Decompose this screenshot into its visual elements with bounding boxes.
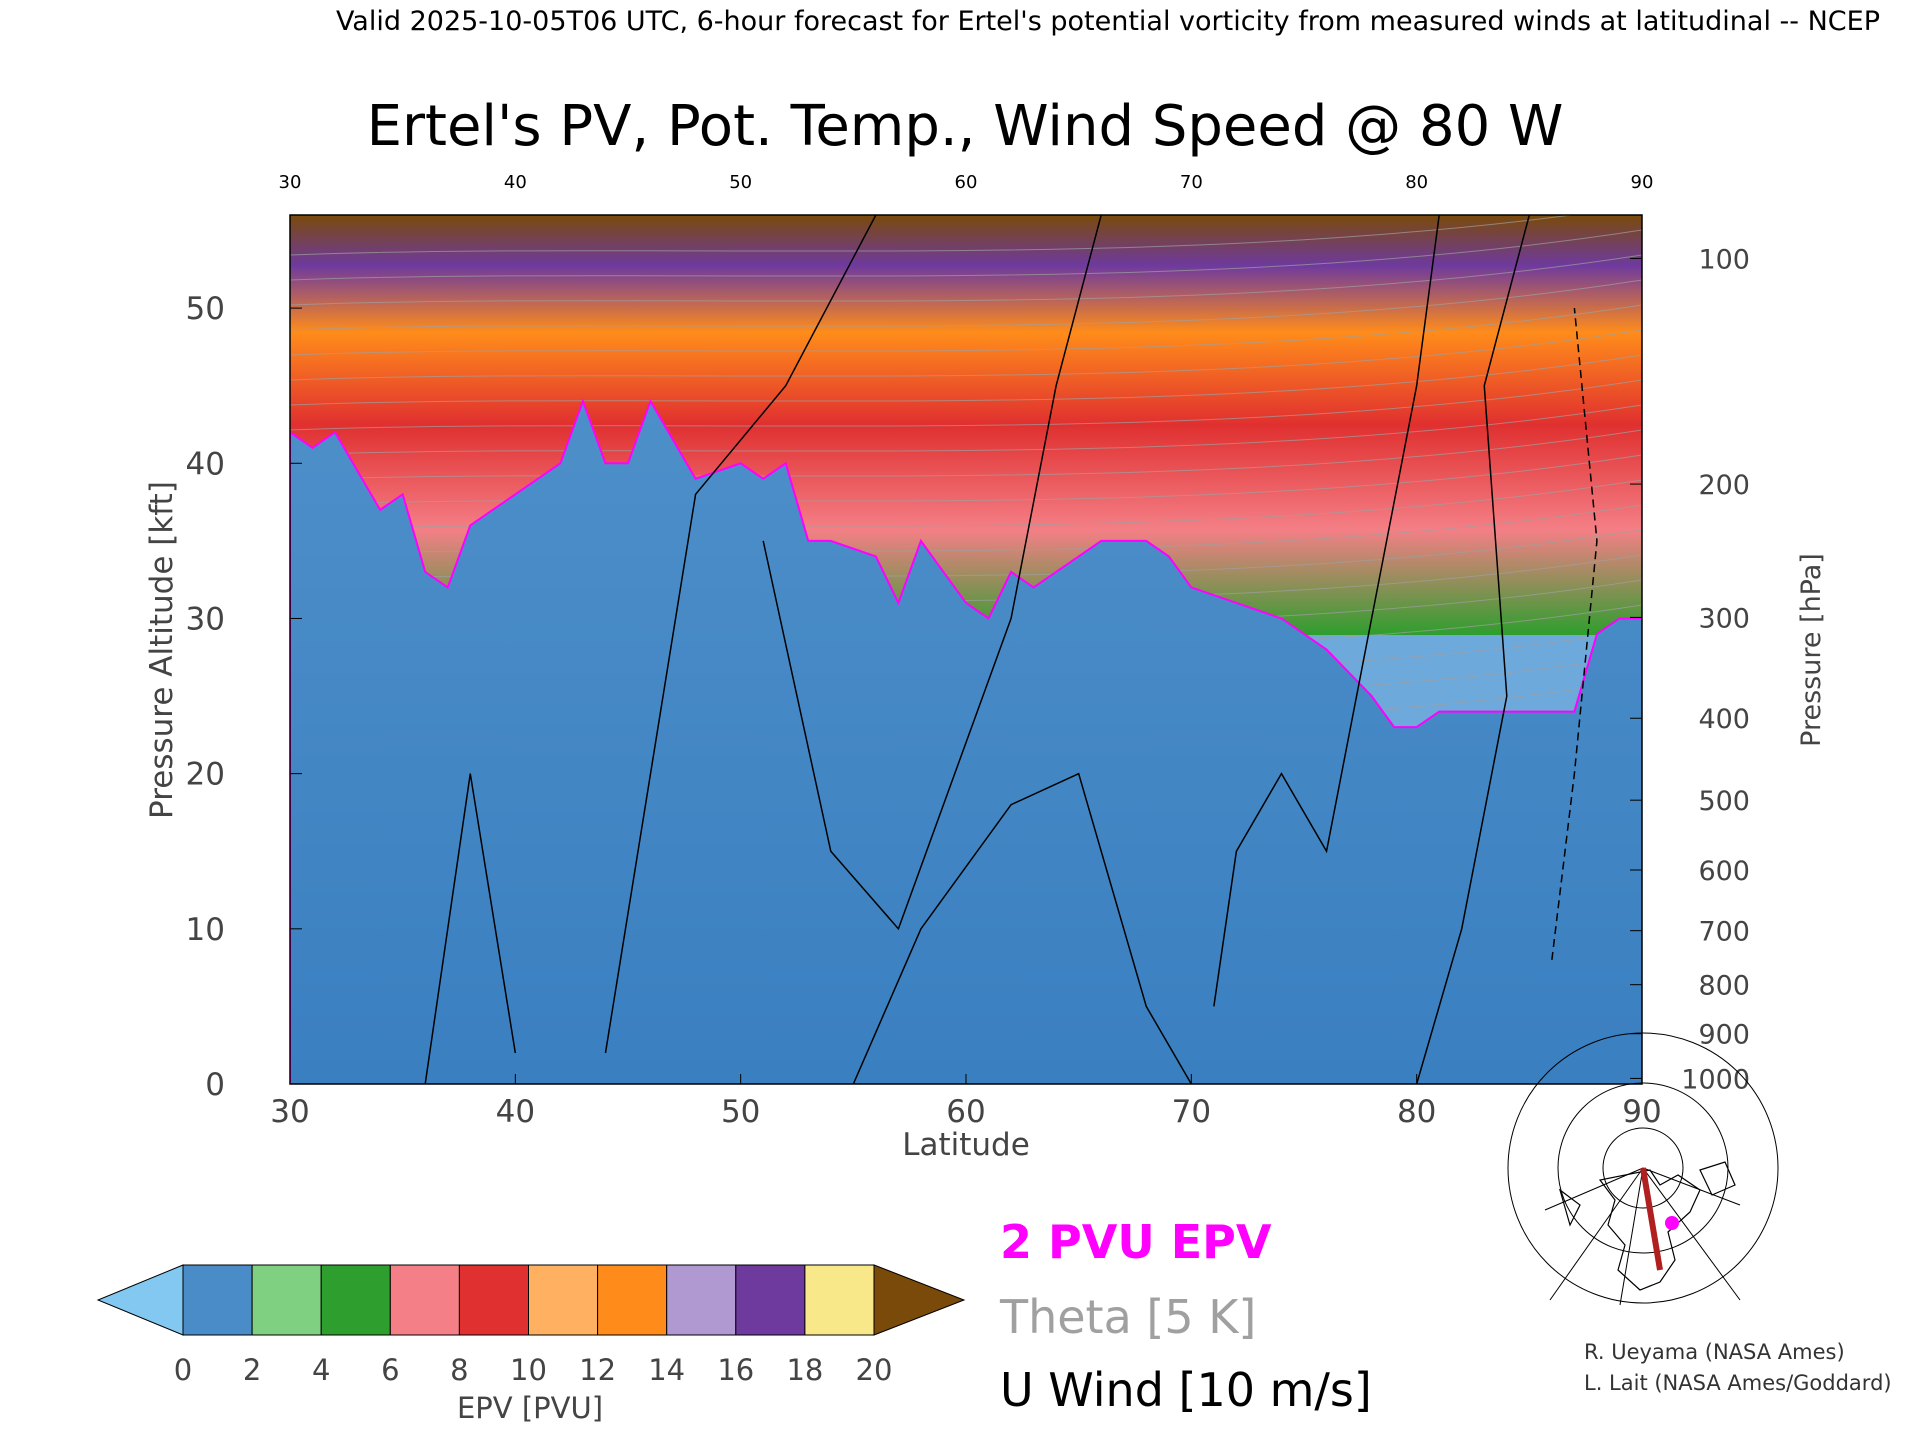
- theta-line: [290, 404, 1642, 456]
- pv-colorbar: 0 2 4 6 8 10 12 14 16 18 20 EPV [PVU]: [96, 1264, 966, 1425]
- wind-contour-line: [1415, 215, 1531, 1084]
- wind-contour-line: [852, 772, 1192, 1084]
- x-top-tick-label: 50: [729, 172, 752, 193]
- pressure-tick-label: 100: [1698, 244, 1750, 275]
- colorbar-low-arrow: [96, 1264, 184, 1336]
- theta-line: [290, 279, 1642, 331]
- colorbar-tick-label: 10: [510, 1353, 547, 1387]
- y-axis-right: 1000 900 800 700 600 500 400 300 200 100: [1630, 244, 1750, 1095]
- colorbar-tick-label: 2: [243, 1353, 261, 1387]
- x-tick-label: 60: [946, 1094, 985, 1130]
- colorbar-tick-label: 12: [579, 1353, 616, 1387]
- x-top-tick-label: 30: [279, 172, 302, 193]
- valid-line: Valid 2025-10-05T06 UTC, 6-hour forecast…: [336, 6, 1880, 37]
- x-axis-label: Latitude: [902, 1127, 1030, 1163]
- x-top-tick-label: 40: [504, 172, 527, 193]
- y-tick-label: 20: [186, 757, 225, 793]
- pressure-tick-label: 900: [1698, 1020, 1750, 1051]
- x-tick-label: 30: [270, 1094, 309, 1130]
- colorbar-segment: [458, 1264, 529, 1336]
- theta-line: [290, 454, 1642, 506]
- plot-area: [290, 215, 1642, 1084]
- legend-wind: U Wind [10 m/s]: [1000, 1363, 1372, 1417]
- wind-contour-line: [1551, 308, 1598, 960]
- theta-line: [290, 304, 1642, 356]
- colorbar-tick-label: 18: [786, 1353, 823, 1387]
- wind-contours: [424, 215, 1598, 1084]
- colorbar-segment: [251, 1264, 322, 1336]
- legend-pv: 2 PVU EPV: [1000, 1215, 1272, 1269]
- colorbar-tick-label: 0: [174, 1353, 192, 1387]
- colorbar-segment: [320, 1264, 391, 1336]
- y-axis-left: 0 10 20 30 40 50: [186, 291, 302, 1103]
- colorbar-segment: [528, 1264, 599, 1336]
- colorbar-segment: [597, 1264, 668, 1336]
- x-top-tick-label: 60: [955, 172, 978, 193]
- pressure-tick-label: 200: [1698, 470, 1750, 501]
- x-top-tick-label: 70: [1180, 172, 1203, 193]
- pressure-tick-label: 800: [1698, 971, 1750, 1002]
- theta-line: [290, 229, 1642, 281]
- credit-line-1: R. Ueyama (NASA Ames): [1584, 1340, 1845, 1364]
- legend-theta: Theta [5 K]: [999, 1290, 1256, 1344]
- pressure-tick-label: 400: [1698, 704, 1750, 735]
- colorbar-tick-label: 6: [381, 1353, 399, 1387]
- map-coastlines: [1558, 1161, 1736, 1291]
- y-tick-label: 40: [186, 446, 225, 482]
- colorbar-tick-label: 14: [648, 1353, 685, 1387]
- wind-contour-line: [604, 215, 877, 1054]
- wind-contour-line: [424, 773, 517, 1084]
- x-axis-bottom: 30 40 50 60 70 80 90: [270, 1074, 1662, 1130]
- theta-line: [290, 254, 1642, 306]
- locator-map: [1507, 1032, 1779, 1306]
- colorbar-label: EPV [PVU]: [457, 1391, 603, 1425]
- colorbar-tick-label: 8: [450, 1353, 468, 1387]
- wind-contour-line: [762, 215, 1102, 931]
- x-top-tick-label: 90: [1631, 172, 1654, 193]
- y-tick-label: 0: [205, 1067, 225, 1103]
- theta-line: [290, 379, 1642, 431]
- y-tick-label: 30: [186, 601, 225, 637]
- x-tick-label: 80: [1397, 1094, 1436, 1130]
- x-tick-label: 50: [721, 1094, 760, 1130]
- pressure-tick-label: 1000: [1681, 1064, 1750, 1095]
- colorbar-tick-label: 16: [717, 1353, 754, 1387]
- y-tick-label: 10: [186, 912, 225, 948]
- theta-line: [290, 329, 1642, 381]
- colorbar-high-arrow: [873, 1264, 966, 1336]
- map-marker: [1665, 1216, 1679, 1230]
- wind-contour-line: [1213, 215, 1440, 1007]
- x-top-tick-label: 80: [1405, 172, 1428, 193]
- map-graticule: [1507, 1032, 1779, 1306]
- credit-line-2: L. Lait (NASA Ames/Goddard): [1584, 1371, 1892, 1395]
- x-tick-label: 40: [496, 1094, 535, 1130]
- colorbar-segment: [735, 1264, 806, 1336]
- colorbar-segment: [389, 1264, 460, 1336]
- x-axis-top: 30 40 50 60 70 80 90: [279, 172, 1654, 193]
- x-tick-label: 90: [1622, 1094, 1661, 1130]
- theta-line: [290, 429, 1642, 481]
- map-cross-section-line: [1640, 1167, 1663, 1271]
- colorbar-segment: [182, 1264, 253, 1336]
- colorbar-tick-label: 20: [856, 1353, 893, 1387]
- contour-legend: 2 PVU EPV Theta [5 K] U Wind [10 m/s]: [999, 1215, 1372, 1417]
- y-tick-label: 50: [186, 291, 225, 327]
- y-axis-left-label: Pressure Altitude [kft]: [144, 481, 180, 819]
- pressure-tick-label: 500: [1698, 786, 1750, 817]
- theta-line: [290, 354, 1642, 406]
- pressure-tick-label: 600: [1698, 856, 1750, 887]
- colorbar-segment: [666, 1264, 737, 1336]
- y-axis-right-label: Pressure [hPa]: [1796, 553, 1827, 747]
- colorbar-segment: [804, 1264, 875, 1336]
- colorbar-tick-label: 4: [312, 1353, 330, 1387]
- pressure-tick-label: 300: [1698, 603, 1750, 634]
- x-tick-label: 70: [1172, 1094, 1211, 1130]
- pressure-tick-label: 700: [1698, 917, 1750, 948]
- chart-title: Ertel's PV, Pot. Temp., Wind Speed @ 80 …: [367, 94, 1564, 159]
